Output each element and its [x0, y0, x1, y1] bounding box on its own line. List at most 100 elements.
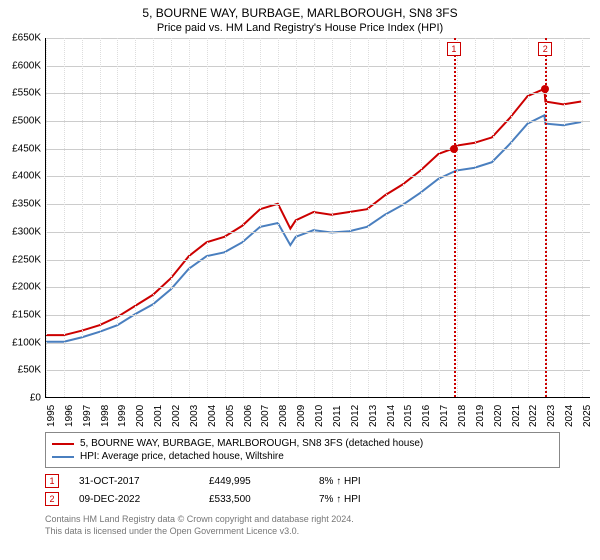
y-tick-label: £400K: [1, 171, 41, 182]
gridline-v: [117, 38, 118, 397]
gridline-v: [46, 38, 47, 397]
x-tick-label: 2000: [135, 397, 146, 427]
footer: Contains HM Land Registry data © Crown c…: [45, 514, 560, 537]
gridline-v: [350, 38, 351, 397]
footer-line1: Contains HM Land Registry data © Crown c…: [45, 514, 560, 526]
gridline-v: [475, 38, 476, 397]
sale-price: £533,500: [209, 494, 299, 505]
gridline-h: [46, 232, 590, 233]
gridline-h: [46, 204, 590, 205]
chart-container: 5, BOURNE WAY, BURBAGE, MARLBOROUGH, SN8…: [0, 0, 600, 560]
sale-marker: 1: [45, 474, 59, 488]
x-tick-label: 1999: [117, 397, 128, 427]
sale-date: 31-OCT-2017: [79, 476, 189, 487]
gridline-v: [260, 38, 261, 397]
x-tick-label: 2014: [386, 397, 397, 427]
x-tick-label: 1997: [82, 397, 93, 427]
y-tick-label: £0: [1, 393, 41, 404]
y-tick-label: £550K: [1, 88, 41, 99]
gridline-h: [46, 370, 590, 371]
gridline-v: [82, 38, 83, 397]
y-tick-label: £350K: [1, 199, 41, 210]
sale-marker-label: 1: [447, 42, 461, 56]
gridline-v: [243, 38, 244, 397]
x-tick-label: 2017: [439, 397, 450, 427]
gridline-v: [582, 38, 583, 397]
sale-row: 131-OCT-2017£449,9958% ↑ HPI: [45, 474, 560, 488]
x-tick-label: 1995: [46, 397, 57, 427]
y-tick-label: £150K: [1, 309, 41, 320]
x-tick-label: 2021: [511, 397, 522, 427]
x-tick-label: 2003: [189, 397, 200, 427]
chart-plot-area: £0£50K£100K£150K£200K£250K£300K£350K£400…: [45, 38, 590, 398]
sale-point: [541, 85, 549, 93]
gridline-h: [46, 93, 590, 94]
gridline-v: [511, 38, 512, 397]
x-tick-label: 2002: [171, 397, 182, 427]
gridline-h: [46, 315, 590, 316]
legend-row: 5, BOURNE WAY, BURBAGE, MARLBOROUGH, SN8…: [52, 437, 553, 450]
legend: 5, BOURNE WAY, BURBAGE, MARLBOROUGH, SN8…: [45, 432, 560, 468]
sale-row: 209-DEC-2022£533,5007% ↑ HPI: [45, 492, 560, 506]
x-tick-label: 2020: [493, 397, 504, 427]
gridline-v: [171, 38, 172, 397]
legend-swatch: [52, 443, 74, 445]
gridline-h: [46, 121, 590, 122]
y-tick-label: £250K: [1, 254, 41, 265]
x-tick-label: 2006: [243, 397, 254, 427]
legend-swatch: [52, 456, 74, 458]
sales-table: 131-OCT-2017£449,9958% ↑ HPI209-DEC-2022…: [0, 474, 600, 506]
gridline-v: [207, 38, 208, 397]
x-tick-label: 2009: [296, 397, 307, 427]
y-tick-label: £100K: [1, 337, 41, 348]
legend-label: HPI: Average price, detached house, Wilt…: [80, 451, 284, 462]
x-tick-label: 2011: [332, 397, 343, 427]
gridline-v: [421, 38, 422, 397]
sale-point: [450, 145, 458, 153]
gridline-v: [332, 38, 333, 397]
sale-price: £449,995: [209, 476, 299, 487]
chart-title: 5, BOURNE WAY, BURBAGE, MARLBOROUGH, SN8…: [0, 0, 600, 20]
x-tick-label: 2022: [528, 397, 539, 427]
gridline-v: [403, 38, 404, 397]
y-tick-label: £300K: [1, 226, 41, 237]
x-tick-label: 2016: [421, 397, 432, 427]
gridline-h: [46, 176, 590, 177]
x-tick-label: 2025: [582, 397, 593, 427]
x-tick-label: 2001: [153, 397, 164, 427]
legend-row: HPI: Average price, detached house, Wilt…: [52, 450, 553, 463]
gridline-v: [314, 38, 315, 397]
x-tick-label: 2023: [546, 397, 557, 427]
gridline-v: [100, 38, 101, 397]
gridline-v: [64, 38, 65, 397]
x-tick-label: 2004: [207, 397, 218, 427]
gridline-v: [493, 38, 494, 397]
sale-diff: 7% ↑ HPI: [319, 494, 399, 505]
x-tick-label: 2012: [350, 397, 361, 427]
gridline-v: [564, 38, 565, 397]
gridline-v: [439, 38, 440, 397]
y-tick-label: £200K: [1, 282, 41, 293]
gridline-v: [528, 38, 529, 397]
gridline-h: [46, 149, 590, 150]
y-tick-label: £500K: [1, 116, 41, 127]
footer-line2: This data is licensed under the Open Gov…: [45, 526, 560, 538]
x-tick-label: 2018: [457, 397, 468, 427]
x-tick-label: 2010: [314, 397, 325, 427]
x-tick-label: 2024: [564, 397, 575, 427]
gridline-h: [46, 260, 590, 261]
x-tick-label: 2005: [225, 397, 236, 427]
gridline-v: [386, 38, 387, 397]
x-tick-label: 1998: [100, 397, 111, 427]
chart-subtitle: Price paid vs. HM Land Registry's House …: [0, 20, 600, 38]
gridline-v: [153, 38, 154, 397]
x-tick-label: 2019: [475, 397, 486, 427]
gridline-v: [278, 38, 279, 397]
gridline-v: [296, 38, 297, 397]
y-tick-label: £650K: [1, 33, 41, 44]
gridline-v: [457, 38, 458, 397]
gridline-h: [46, 66, 590, 67]
legend-label: 5, BOURNE WAY, BURBAGE, MARLBOROUGH, SN8…: [80, 438, 423, 449]
y-tick-label: £600K: [1, 60, 41, 71]
x-tick-label: 1996: [64, 397, 75, 427]
